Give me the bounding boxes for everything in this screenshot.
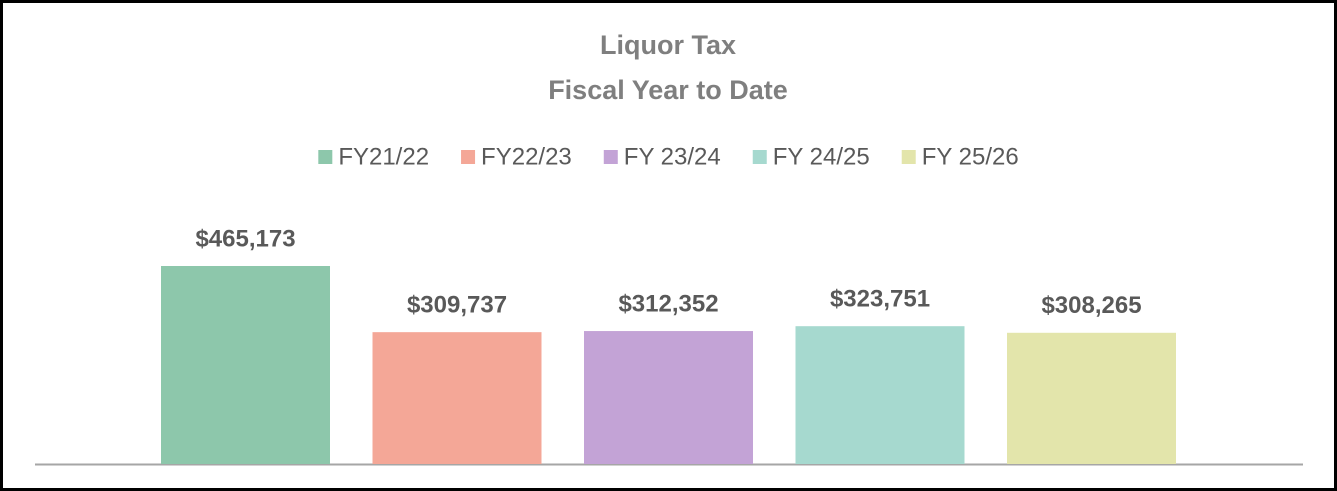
bar	[1007, 332, 1176, 464]
legend-swatch	[603, 150, 618, 164]
legend-label: FY 24/25	[773, 143, 870, 170]
legend-label: FY 23/24	[624, 143, 721, 170]
legend-swatch	[901, 150, 916, 164]
bar	[161, 266, 330, 464]
bar	[584, 331, 753, 464]
data-label: $309,737	[407, 292, 507, 319]
chart-subtitle: Fiscal Year to Date	[548, 75, 788, 105]
data-label: $312,352	[618, 290, 718, 317]
bar	[372, 332, 542, 464]
legend-label: FY22/23	[481, 143, 572, 170]
legend-swatch	[318, 150, 333, 164]
legend-swatch	[752, 150, 767, 164]
legend-swatch	[461, 150, 476, 164]
legend-label: FY21/22	[338, 143, 429, 170]
data-label: $308,265	[1041, 292, 1141, 319]
data-label: $323,751	[830, 286, 930, 313]
chart-title: Liquor Tax	[600, 30, 736, 60]
bar	[795, 326, 965, 464]
data-label: $465,173	[195, 225, 295, 252]
legend-label: FY 25/26	[922, 143, 1019, 170]
